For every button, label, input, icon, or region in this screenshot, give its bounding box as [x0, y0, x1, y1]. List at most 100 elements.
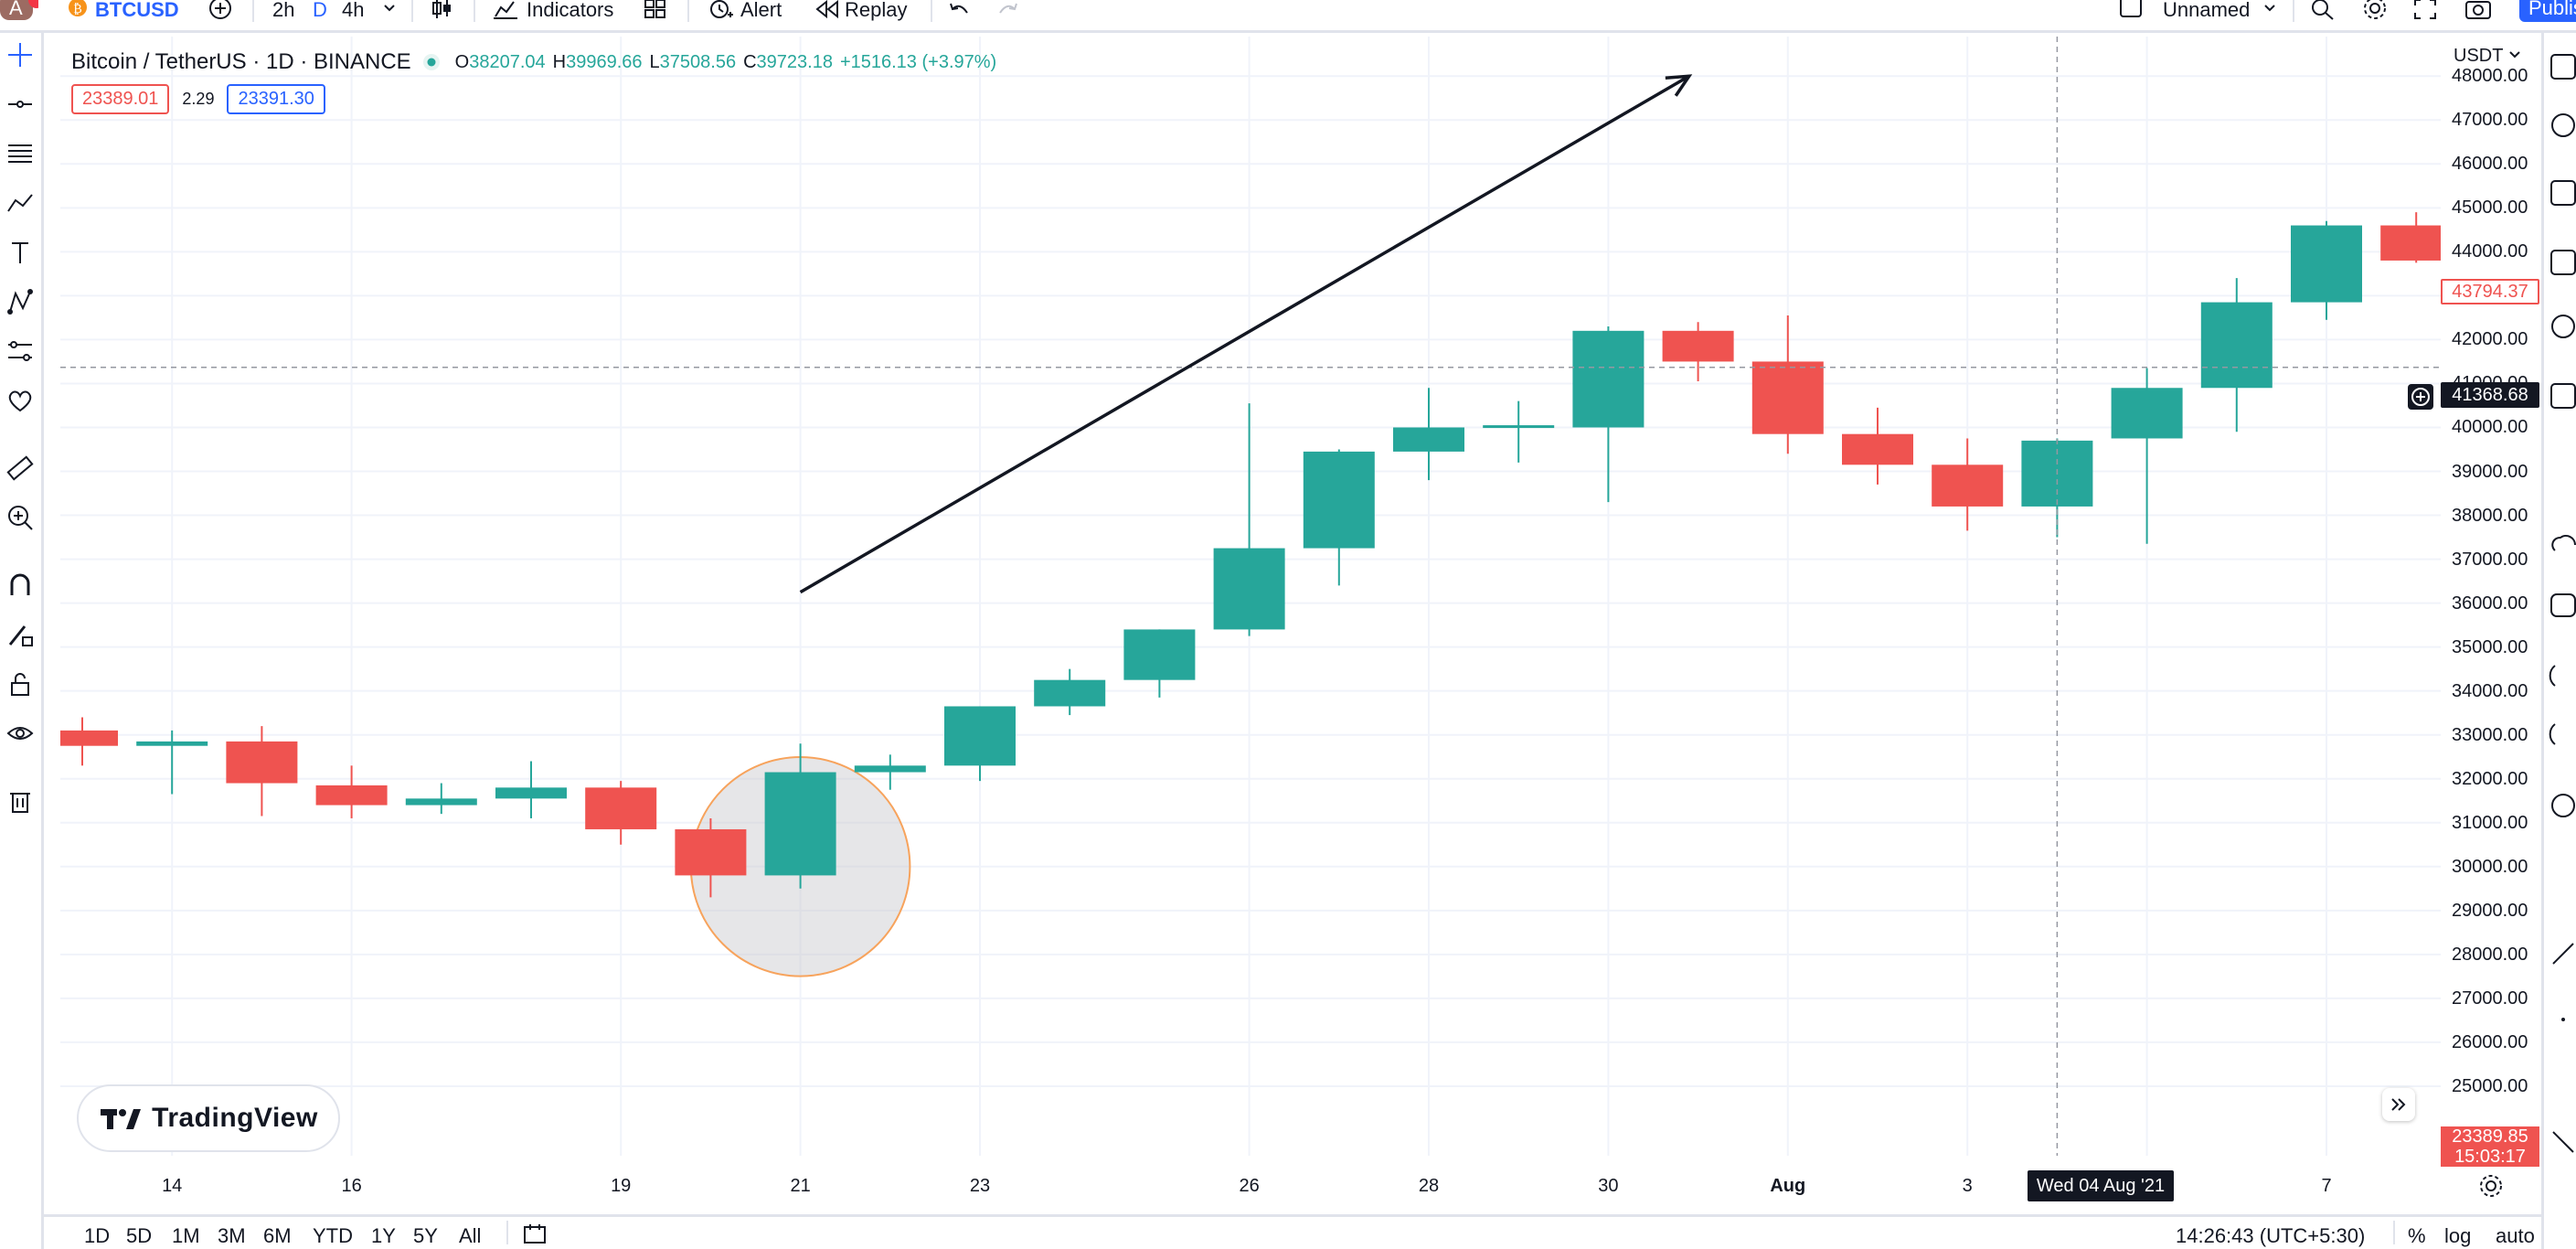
- pen-icon[interactable]: [2548, 938, 2576, 969]
- lock-drawings-tool[interactable]: [2, 666, 38, 702]
- range-3m[interactable]: 3M: [218, 1224, 246, 1247]
- snapshot-button[interactable]: [2464, 0, 2492, 20]
- replay-button[interactable]: Replay: [815, 0, 907, 21]
- add-price-alert-button[interactable]: [2408, 384, 2433, 410]
- range-5d[interactable]: 5D: [126, 1224, 153, 1247]
- prediction-tool[interactable]: [2, 333, 38, 369]
- top-toolbar: A ₿ BTCUSD 2h D 4h Indicators Al: [0, 0, 2576, 33]
- auto-scale-toggle[interactable]: auto: [2496, 1224, 2535, 1247]
- trend-line-tool[interactable]: [2, 86, 38, 123]
- symbol-search-button[interactable]: ₿ BTCUSD: [68, 0, 179, 21]
- buy-price-box[interactable]: 23391.30: [227, 84, 325, 114]
- redo-button[interactable]: [996, 0, 1020, 20]
- indicators-label: Indicators: [527, 0, 614, 21]
- svg-text:₿: ₿: [73, 2, 82, 16]
- price-tick-label: 44000.00: [2452, 241, 2528, 262]
- percent-scale-toggle[interactable]: %: [2408, 1224, 2426, 1247]
- candle-body: [226, 741, 298, 784]
- price-chart[interactable]: [60, 37, 2441, 1156]
- candle-body: [1483, 425, 1555, 429]
- pattern-tool[interactable]: [2, 283, 38, 320]
- interval-4h[interactable]: 4h: [342, 0, 364, 21]
- calendar-icon[interactable]: [2548, 311, 2576, 342]
- candle-body: [405, 798, 477, 806]
- remove-drawings-tool[interactable]: [2, 783, 38, 819]
- crosshair-tool[interactable]: [2, 37, 38, 73]
- chart-type-button[interactable]: [430, 0, 453, 20]
- spread-value: 2.29: [182, 90, 215, 108]
- brush-tool[interactable]: [2, 185, 38, 221]
- help-icon[interactable]: [2548, 790, 2576, 821]
- stay-in-drawing-tool[interactable]: [2, 616, 38, 653]
- search-button[interactable]: [2311, 0, 2335, 20]
- price-tick-label: 34000.00: [2452, 680, 2528, 701]
- scroll-to-realtime-button[interactable]: [2382, 1088, 2415, 1121]
- chart-settings-button[interactable]: [2475, 1170, 2507, 1206]
- range-1d[interactable]: 1D: [84, 1224, 111, 1247]
- ideas-icon[interactable]: [2548, 380, 2576, 411]
- icon-tool[interactable]: [2, 382, 38, 419]
- indicators-button[interactable]: Indicators: [494, 0, 614, 21]
- trend-arrow-line: [799, 74, 1690, 594]
- candle-body: [1572, 330, 1645, 428]
- templates-button[interactable]: [644, 0, 667, 20]
- undo-button[interactable]: [947, 0, 971, 20]
- range-all[interactable]: All: [459, 1224, 482, 1247]
- range-ytd[interactable]: YTD: [313, 1224, 353, 1247]
- chevron-down-icon: [2508, 51, 2520, 59]
- ohlc-close: C39723.18: [743, 51, 833, 72]
- chat-icon[interactable]: [2548, 591, 2576, 622]
- chart-symbol-title[interactable]: Bitcoin / TetherUS · 1D · BINANCE: [71, 49, 411, 74]
- alert-button[interactable]: Alert: [708, 0, 782, 21]
- range-5y[interactable]: 5Y: [413, 1224, 438, 1247]
- cloud-icon[interactable]: [2548, 527, 2576, 558]
- interval-d[interactable]: D: [313, 0, 327, 21]
- settings-button[interactable]: [2362, 0, 2388, 20]
- candle-body: [764, 772, 836, 876]
- interval-2h[interactable]: 2h: [272, 0, 294, 21]
- streams-icon[interactable]: [2548, 660, 2576, 691]
- candle-body: [1034, 679, 1106, 707]
- ohlc-open: O38207.04: [454, 51, 546, 72]
- text-tool[interactable]: [2, 234, 38, 271]
- alerts-clock-icon[interactable]: [2548, 110, 2576, 141]
- time-tick-label: 19: [611, 1176, 632, 1196]
- line-tool-icon: [8, 101, 32, 108]
- candle-body: [2380, 225, 2441, 261]
- compare-add-symbol-button[interactable]: [208, 0, 232, 20]
- goto-date-button[interactable]: [523, 1224, 548, 1249]
- alarm-clock-icon: [710, 0, 733, 18]
- measure-tool[interactable]: [2, 450, 38, 486]
- sidebar-toggle-icon[interactable]: [2548, 1126, 2576, 1158]
- dots-icon[interactable]: [2548, 1004, 2576, 1035]
- hotlist-icon[interactable]: [2548, 247, 2576, 278]
- broadcast-icon[interactable]: [2548, 719, 2576, 750]
- layout-name-button[interactable]: Unnamed: [2119, 0, 2277, 21]
- clock-timezone[interactable]: 14:26:43 (UTC+5:30): [2176, 1224, 2366, 1247]
- hide-drawings-tool[interactable]: [2, 715, 38, 752]
- chevron-down-icon: [2264, 5, 2276, 12]
- interval-dropdown[interactable]: [382, 0, 397, 20]
- data-window-icon[interactable]: [2548, 177, 2576, 208]
- user-avatar[interactable]: A: [0, 0, 38, 20]
- zoom-in-tool[interactable]: [2, 499, 38, 536]
- right-widget-toolbar: [2541, 33, 2576, 1249]
- range-6m[interactable]: 6M: [263, 1224, 292, 1247]
- price-tick-label: 35000.00: [2452, 636, 2528, 657]
- gear-icon: [2480, 1175, 2502, 1197]
- currency-selector[interactable]: USDT: [2454, 46, 2521, 67]
- fib-tool[interactable]: [2, 135, 38, 172]
- tradingview-logo[interactable]: TradingView: [77, 1084, 340, 1152]
- range-1m[interactable]: 1M: [172, 1224, 200, 1247]
- price-tick-label: 38000.00: [2452, 505, 2528, 526]
- watchlist-icon[interactable]: [2548, 51, 2576, 82]
- range-1y[interactable]: 1Y: [371, 1224, 396, 1247]
- chart-pane[interactable]: [60, 37, 2441, 1156]
- fullscreen-button[interactable]: [2413, 0, 2437, 20]
- sell-price-box[interactable]: 23389.01: [71, 84, 170, 114]
- log-scale-toggle[interactable]: log: [2444, 1224, 2472, 1247]
- price-tick-label: 25000.00: [2452, 1075, 2528, 1096]
- publish-button[interactable]: Publis: [2519, 0, 2576, 22]
- magnet-tool[interactable]: [2, 567, 38, 603]
- bar-countdown: 15:03:17: [2454, 1147, 2526, 1167]
